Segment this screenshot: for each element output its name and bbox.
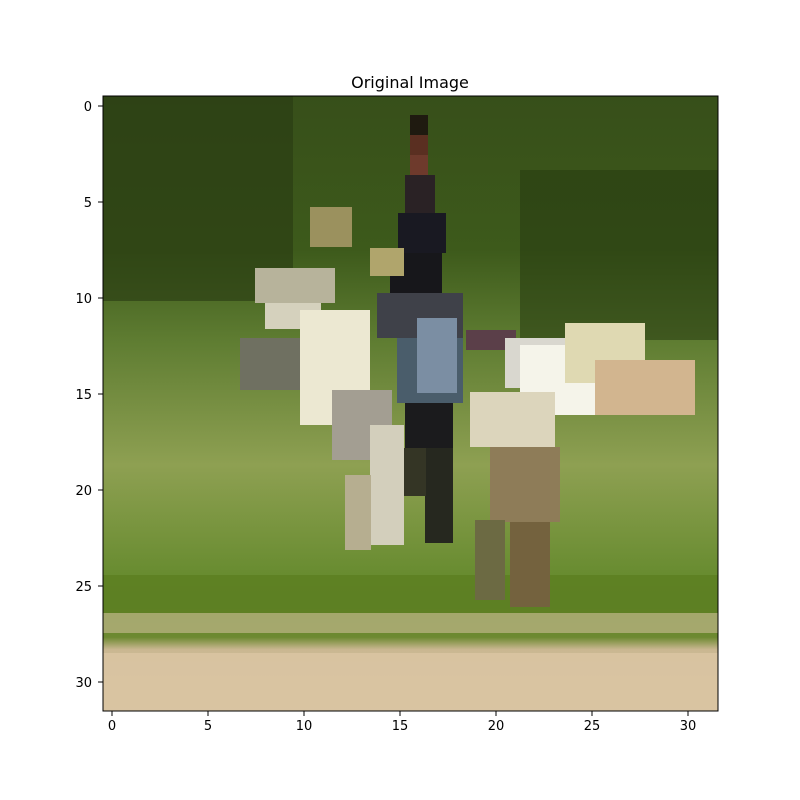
- y-tick-label-15: 15: [75, 388, 92, 403]
- image-pixels: [103, 96, 718, 711]
- y-tick-label-25: 25: [75, 580, 92, 595]
- y-tick-label-30: 30: [75, 676, 92, 691]
- image-frame: [102, 95, 719, 712]
- x-tick-label-30: 30: [680, 719, 697, 734]
- x-tick-label-0: 0: [108, 719, 116, 734]
- x-tick-label-15: 15: [392, 719, 409, 734]
- x-tick-label-25: 25: [584, 719, 601, 734]
- y-tick-label-10: 10: [75, 292, 92, 307]
- y-axis: 0 5 10 15 20 25 30: [75, 100, 103, 691]
- figure-title: Original Image: [351, 73, 469, 92]
- y-tick-label-5: 5: [84, 196, 92, 211]
- x-tick-label-5: 5: [204, 719, 212, 734]
- x-tick-label-20: 20: [488, 719, 505, 734]
- x-tick-label-10: 10: [296, 719, 313, 734]
- x-axis: 0 5 10 15 20 25 30: [108, 711, 696, 734]
- y-tick-label-20: 20: [75, 484, 92, 499]
- image-panel: [102, 95, 719, 712]
- y-tick-label-0: 0: [84, 100, 92, 115]
